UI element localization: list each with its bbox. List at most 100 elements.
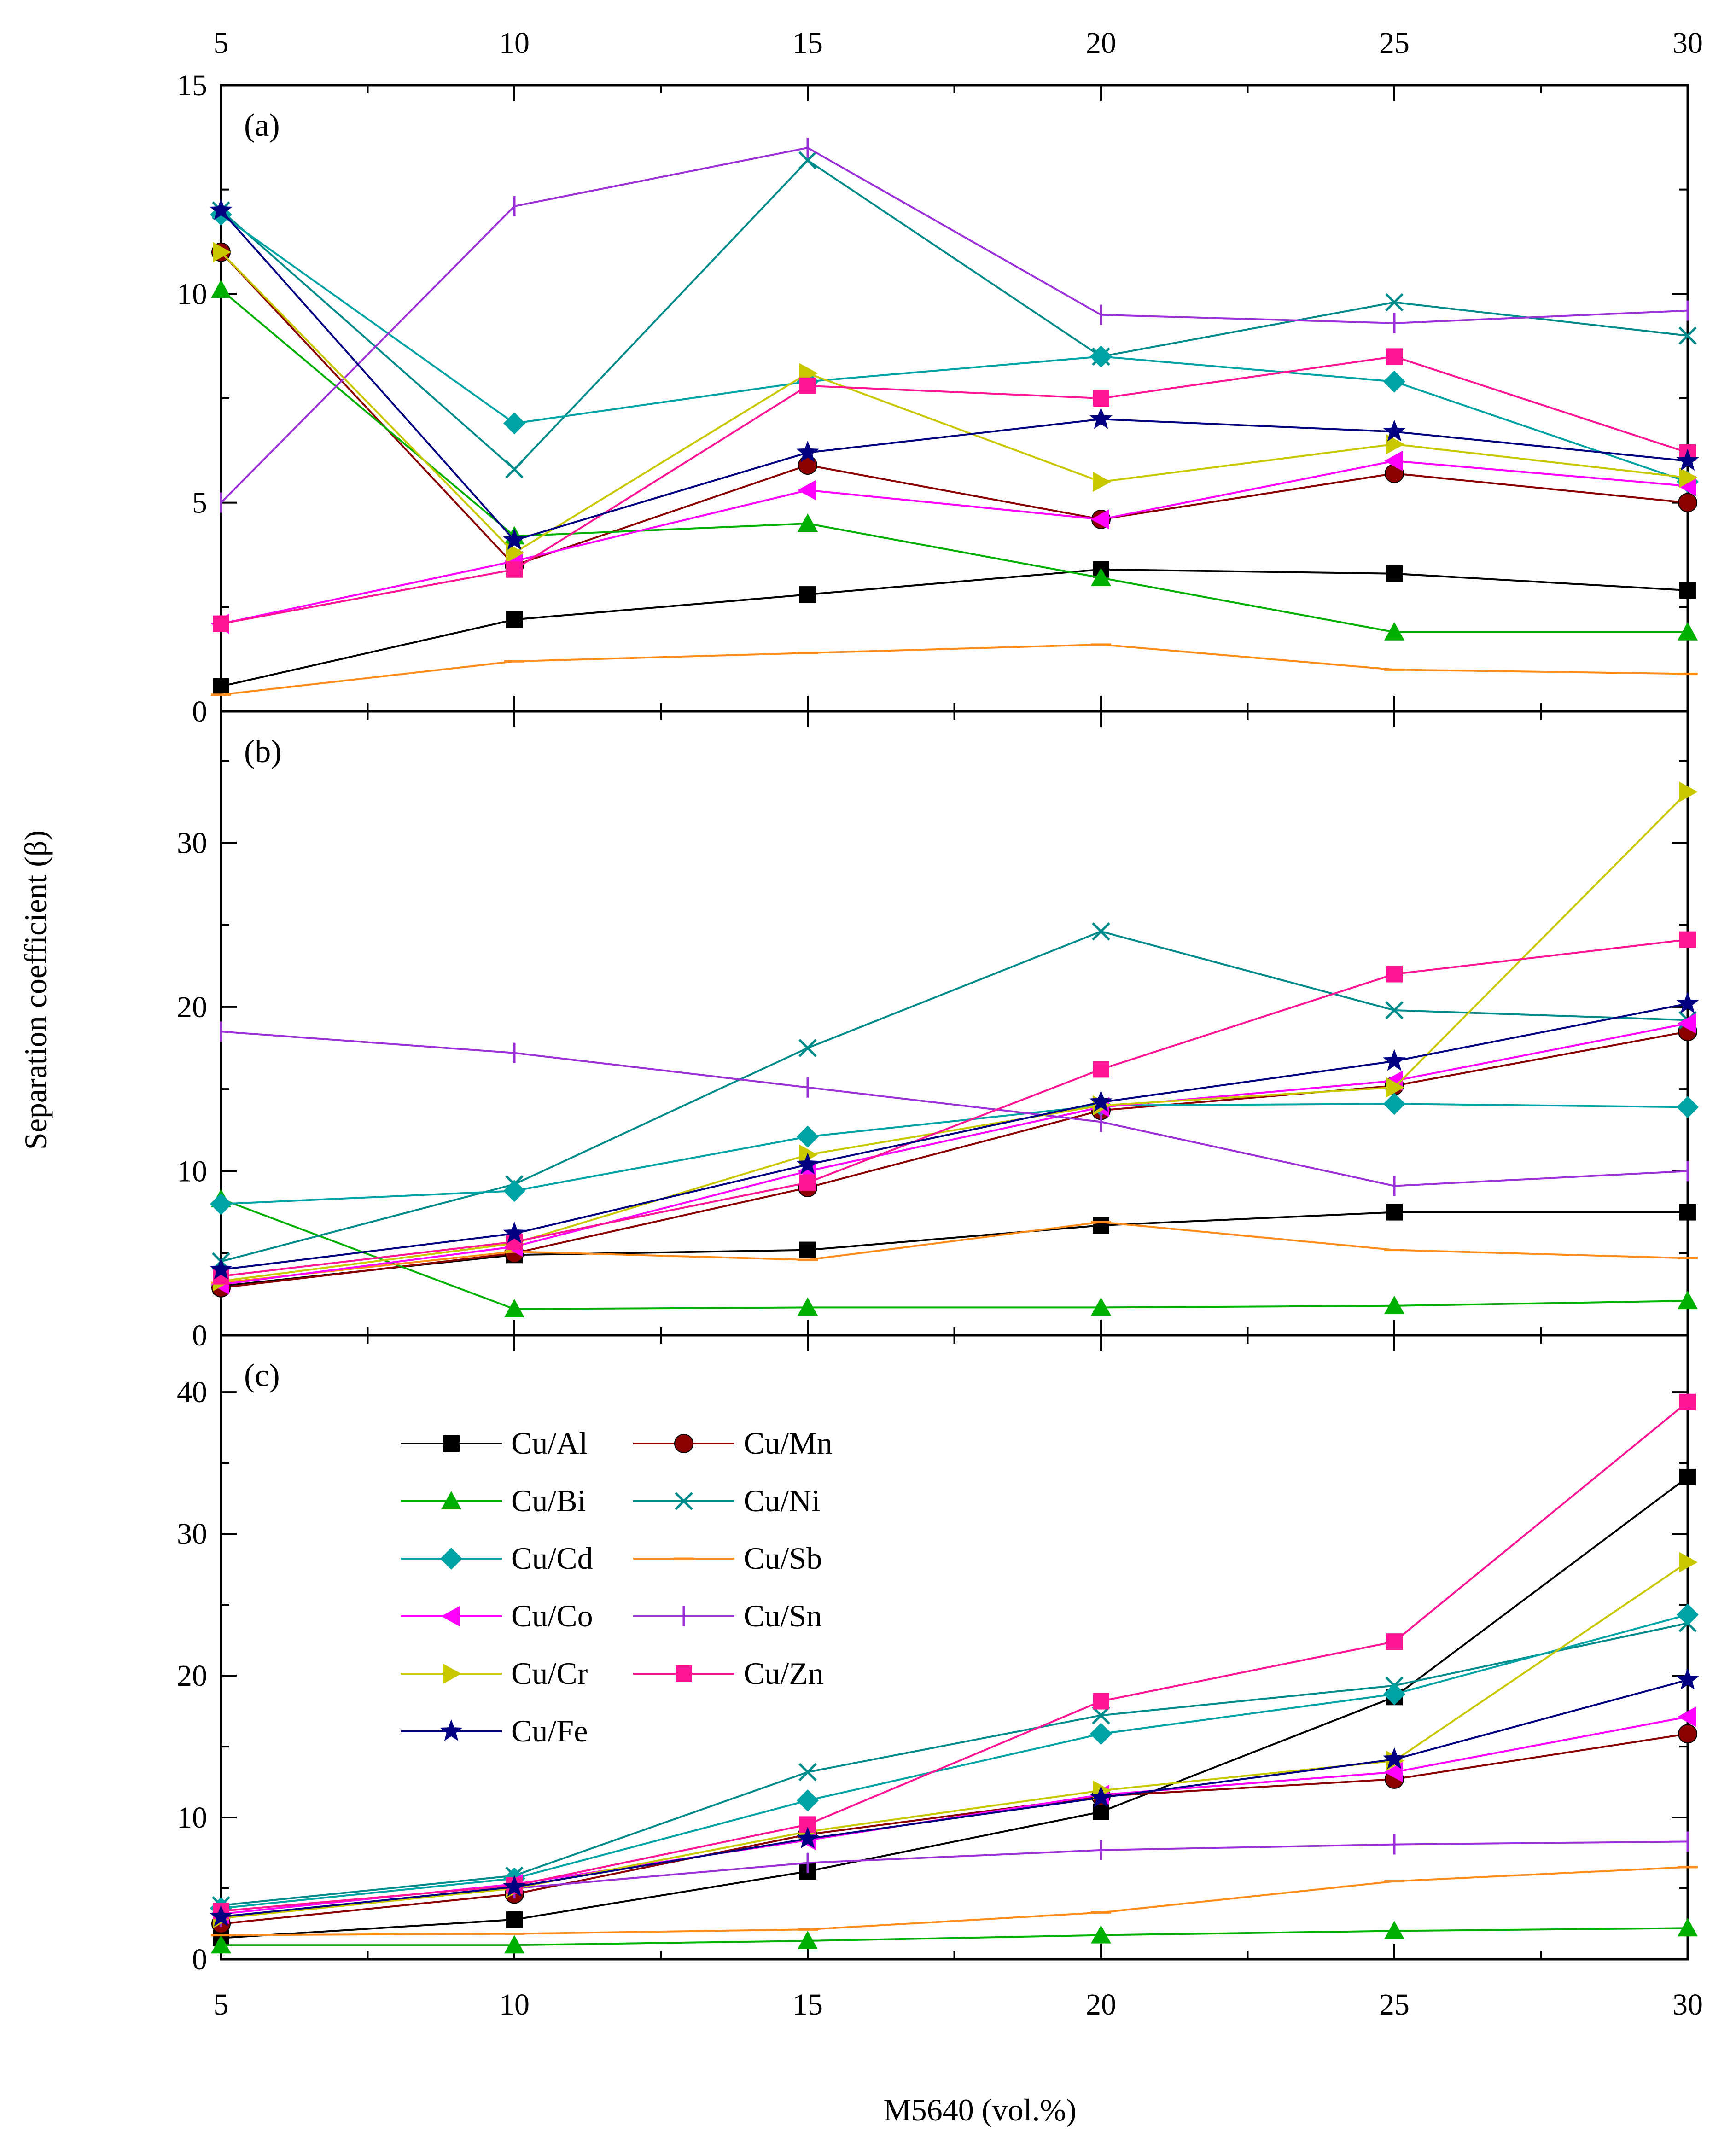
legend-label: Cu/Ni [744,1483,820,1518]
data-point [210,1258,233,1280]
data-point [1386,1077,1404,1098]
data-point [1386,348,1403,365]
y-tick-label: 0 [192,1943,207,1976]
data-point [1093,1693,1109,1710]
data-point [1679,467,1698,488]
legend-item-cu-sb: Cu/Sb [633,1541,822,1576]
data-point [211,1935,231,1954]
series-line [220,214,1688,483]
data-point [1090,345,1112,368]
data-point [1091,567,1111,586]
legend-item-cu-co: Cu/Co [401,1598,593,1633]
series-cu-zn [213,348,1696,632]
series-line [221,355,1688,625]
series-line [220,159,1688,471]
series-cu-cd [210,1603,1699,1920]
legend-item-cu-fe: Cu/Fe [401,1713,588,1748]
x-tick-label: 30 [1672,1988,1703,2021]
series-cu-mn [211,1022,1697,1298]
panel-label: (c) [244,1358,280,1393]
series-line [220,251,1688,567]
data-point [213,678,229,695]
legend-label: Cu/Mn [744,1426,833,1461]
series-cu-cd [210,1093,1699,1215]
series-cu-zn [213,931,1696,1285]
panel-3: 0 10 20 30 40 (c) [177,1334,1699,1976]
data-point [798,1763,817,1782]
data-point [798,151,817,169]
series-cu-sn [220,138,1689,513]
data-point [796,1153,819,1175]
series-line [221,1198,1688,1310]
series-cu-sb [211,643,1698,696]
data-point [1678,1291,1698,1310]
series-line [221,568,1688,687]
data-point [1091,1925,1111,1944]
data-point [506,1911,523,1928]
series-line [221,1221,1688,1284]
series-line [221,1561,1689,1919]
panel-frame [220,84,1689,713]
series-cu-mn [211,1724,1697,1934]
series-cu-fe [210,1668,1699,1927]
data-point [1679,931,1696,948]
legend-label: Cu/Co [511,1598,593,1633]
data-point [1678,1918,1698,1937]
data-point [1384,451,1403,471]
data-point [503,1221,526,1243]
data-point [1092,922,1110,941]
data-point [798,1039,817,1057]
y-tick-label: 0 [192,695,207,728]
series-cu-ni [212,151,1697,478]
series-line [221,791,1689,1282]
series-line [221,1622,1688,1906]
data-point [505,460,524,478]
series-cu-cr [213,781,1698,1292]
y-tick-label: 15 [177,69,207,102]
data-point [797,1789,819,1812]
x-tick-label-top: 25 [1379,26,1410,60]
series-line [221,1022,1688,1286]
data-point [798,480,816,501]
series-line [221,1002,1688,1271]
data-point [1093,1217,1109,1234]
legend-item-cu-ni: Cu/Ni [633,1483,820,1518]
legend-item-cu-mn: Cu/Mn [633,1426,833,1461]
data-point [504,1935,524,1954]
x-tick-label-top: 10 [499,26,530,60]
series-cu-sn [220,1831,1689,1927]
data-point [796,1827,819,1849]
x-tick-label: 25 [1379,1988,1410,2021]
y-tick-label: 5 [192,486,207,520]
data-point [1678,1706,1696,1727]
data-point [1383,1747,1406,1769]
data-point [1679,1393,1696,1410]
data-point [1678,326,1697,345]
data-point [799,586,816,603]
legend-label: Cu/Zn [744,1656,824,1691]
legend-label: Cu/Cr [511,1656,588,1691]
data-point [1383,1093,1405,1115]
data-point [503,412,525,435]
data-point [1386,1633,1403,1650]
data-point [1090,1723,1112,1745]
series-line [221,938,1688,1277]
legend-swatch-marker [675,1492,693,1510]
data-point [503,1180,525,1202]
data-point [799,1174,816,1191]
series-line [221,643,1688,696]
series-cu-zn [213,1393,1696,1920]
legend-item-cu-al: Cu/Al [401,1426,588,1461]
data-point [1678,493,1697,512]
data-point [210,1193,232,1215]
panel-label: (a) [244,108,280,143]
data-point [210,198,233,220]
data-point [503,1875,526,1897]
x-axis-title: M5640 (vol.%) [883,2092,1076,2127]
panel-1: 0 5 10 15 (a) [177,69,1699,728]
data-point [1679,582,1696,599]
series-cu-fe [210,991,1699,1280]
series-line [221,1211,1688,1287]
data-point [1678,1724,1697,1744]
y-tick-label: 10 [177,277,207,311]
